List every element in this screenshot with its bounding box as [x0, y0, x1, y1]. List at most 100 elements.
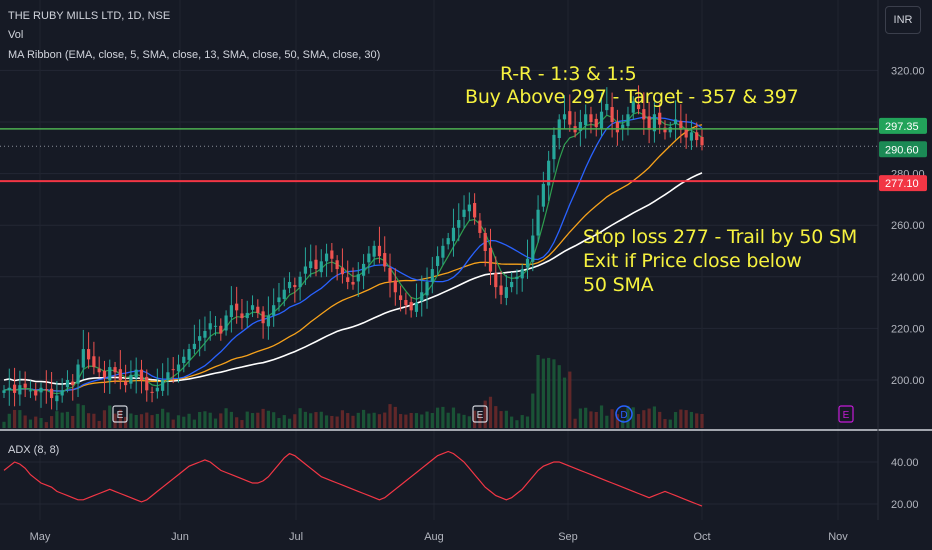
volume-bar [589, 411, 593, 428]
candle-body [272, 305, 276, 316]
candle-body [578, 122, 582, 131]
volume-bar [28, 419, 33, 428]
volume-bar [134, 414, 138, 428]
volume-bar [372, 412, 376, 428]
candle-body [695, 132, 699, 141]
candle-body [647, 116, 651, 130]
candle-body [240, 313, 244, 319]
candle-body [102, 370, 107, 378]
candle-body [309, 261, 313, 269]
candle-body [7, 387, 11, 391]
candle-body [398, 295, 403, 301]
volume-bar [409, 412, 413, 428]
candle-body [187, 349, 191, 360]
volume-bar [499, 411, 503, 428]
volume-bar [7, 413, 11, 428]
volume-bar [626, 405, 630, 428]
volume-bar [377, 414, 382, 428]
candle-body [552, 134, 556, 160]
volume-bar [330, 415, 334, 428]
candle-body [92, 356, 96, 368]
candle-body [118, 369, 122, 380]
month-tick-label: May [30, 531, 51, 543]
candle-body [346, 277, 350, 282]
volume-bar [584, 407, 588, 428]
volume-bar [552, 359, 556, 428]
candle-body [155, 387, 159, 392]
candle-body [393, 280, 397, 293]
candle-body [81, 349, 85, 368]
volume-bar [425, 411, 429, 428]
candle-body [71, 381, 75, 386]
month-tick-label: Oct [693, 531, 710, 543]
candle-body [23, 383, 27, 388]
volume-bar [245, 411, 249, 428]
candle-body [298, 276, 302, 288]
volume-bar [166, 412, 170, 428]
volume-bar [420, 414, 424, 428]
volume-bar [55, 411, 59, 428]
candle-body [510, 281, 514, 288]
volume-bar [298, 408, 302, 428]
volume-bar [208, 412, 212, 428]
currency-button[interactable]: INR [885, 6, 921, 34]
candle-body [626, 114, 630, 127]
candle-body [383, 253, 387, 267]
ma-ribbon-legend[interactable]: MA Ribbon (EMA, close, 5, SMA, close, 13… [8, 49, 381, 61]
volume-bar [155, 413, 159, 428]
volume-bar [319, 411, 323, 428]
volume-bar [203, 411, 207, 428]
stoploss-price-badge-bg [879, 175, 927, 192]
candle-body [198, 336, 202, 341]
grid-layer [0, 0, 932, 520]
volume-bar [457, 413, 461, 428]
candle-body [515, 276, 519, 279]
candle-body [658, 112, 662, 125]
candle-body [161, 380, 165, 391]
candle-body [594, 118, 598, 128]
candle-body [467, 204, 471, 212]
candle-body [361, 263, 366, 276]
candle-body [652, 114, 657, 132]
candle-body [462, 209, 466, 217]
volume-bar [44, 422, 48, 428]
adx-legend[interactable]: ADX (8, 8) [8, 444, 60, 456]
candle-body [372, 245, 376, 257]
candle-body [34, 390, 38, 396]
stoploss-price-badge: 277.10 [885, 178, 919, 190]
volume-layer [2, 355, 704, 428]
earnings-marker-box [472, 405, 488, 423]
volume-bar [18, 410, 22, 428]
vol-legend[interactable]: Vol [8, 29, 24, 41]
volume-bar [229, 411, 233, 428]
candle-body [584, 114, 588, 126]
volume-bar [473, 410, 477, 428]
candle-layer [2, 85, 704, 411]
volume-bar [309, 413, 313, 428]
volume-bar [76, 403, 80, 428]
symbol-title[interactable]: THE RUBY MILLS LTD, 1D, NSE [8, 10, 171, 22]
adx-tick-label: 20.00 [891, 499, 919, 511]
candle-body [488, 247, 493, 272]
candle-body [55, 395, 59, 402]
volume-bar [388, 404, 392, 428]
event-marker-label: E [843, 410, 850, 421]
volume-bar [404, 414, 408, 428]
candle-body [446, 238, 450, 245]
volume-bar [182, 416, 186, 428]
candle-body [636, 104, 641, 110]
candle-body [679, 120, 683, 130]
volume-bar [71, 415, 75, 428]
volume-bar [536, 355, 540, 428]
candle-body [605, 103, 609, 111]
candle-body [182, 356, 186, 363]
volume-bar [60, 412, 64, 428]
stoploss-annotation-2: Exit if Price close below [583, 250, 802, 272]
candle-body [39, 387, 43, 393]
volume-bar [102, 410, 107, 428]
candle-body [663, 127, 667, 133]
volume-bar [282, 415, 286, 428]
stoploss-annotation-1: Stop loss 277 - Trail by 50 SM [583, 226, 858, 248]
candle-body [504, 287, 508, 298]
